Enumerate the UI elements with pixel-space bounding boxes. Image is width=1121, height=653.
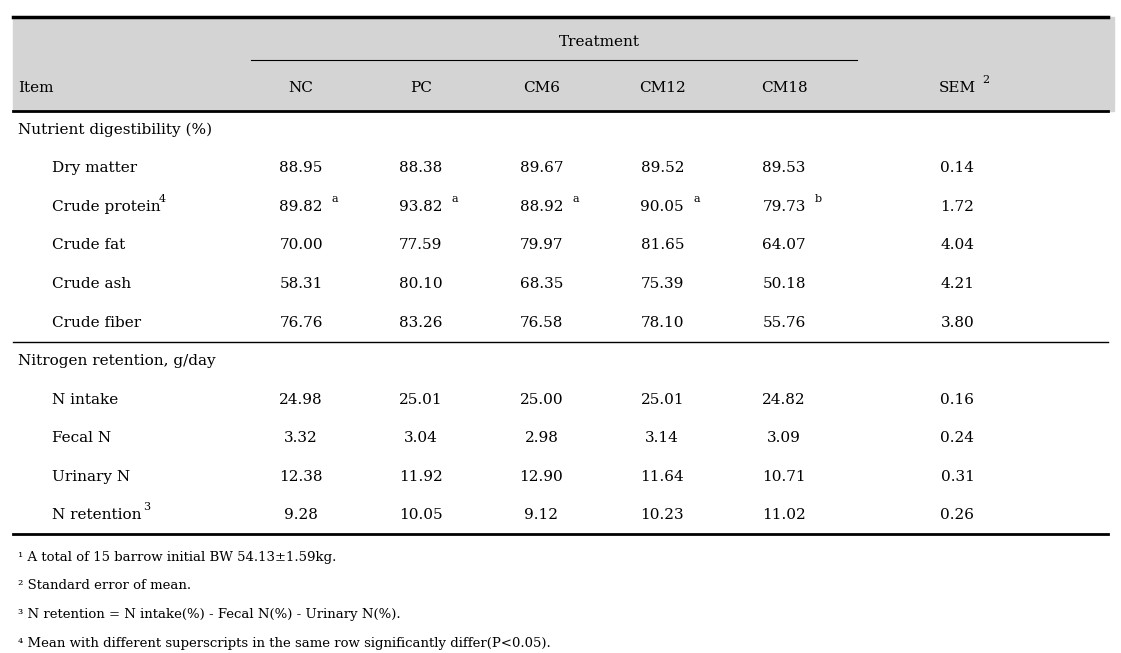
Text: 0.14: 0.14 bbox=[941, 161, 974, 176]
Text: Crude fat: Crude fat bbox=[52, 238, 124, 253]
Text: 4.21: 4.21 bbox=[941, 277, 974, 291]
Text: Crude protein: Crude protein bbox=[52, 200, 160, 214]
Text: 25.00: 25.00 bbox=[520, 392, 564, 407]
Text: 68.35: 68.35 bbox=[520, 277, 563, 291]
Text: 0.31: 0.31 bbox=[941, 470, 974, 484]
Text: b: b bbox=[815, 194, 822, 204]
Text: ² Standard error of mean.: ² Standard error of mean. bbox=[18, 579, 192, 592]
Text: Item: Item bbox=[18, 81, 54, 95]
Text: ³ N retention = N intake(%) - Fecal N(%) - Urinary N(%).: ³ N retention = N intake(%) - Fecal N(%)… bbox=[18, 609, 401, 621]
Text: 12.38: 12.38 bbox=[279, 470, 323, 484]
Text: 12.90: 12.90 bbox=[520, 470, 564, 484]
Text: 50.18: 50.18 bbox=[762, 277, 806, 291]
Text: N intake: N intake bbox=[52, 392, 118, 407]
Text: 78.10: 78.10 bbox=[640, 315, 684, 330]
Text: 58.31: 58.31 bbox=[279, 277, 323, 291]
Text: 3: 3 bbox=[143, 502, 150, 513]
Text: 3.04: 3.04 bbox=[404, 431, 437, 445]
Text: a: a bbox=[452, 194, 458, 204]
Text: a: a bbox=[332, 194, 339, 204]
Text: 9.12: 9.12 bbox=[525, 508, 558, 522]
Text: 25.01: 25.01 bbox=[399, 392, 443, 407]
Text: CM6: CM6 bbox=[524, 81, 560, 95]
Text: 88.38: 88.38 bbox=[399, 161, 443, 176]
Text: 79.97: 79.97 bbox=[520, 238, 563, 253]
Text: 24.82: 24.82 bbox=[762, 392, 806, 407]
Text: 83.26: 83.26 bbox=[399, 315, 443, 330]
Text: 79.73: 79.73 bbox=[762, 200, 806, 214]
Text: NC: NC bbox=[288, 81, 314, 95]
Text: 76.76: 76.76 bbox=[279, 315, 323, 330]
Text: 93.82: 93.82 bbox=[399, 200, 443, 214]
Text: 76.58: 76.58 bbox=[520, 315, 563, 330]
Text: 10.71: 10.71 bbox=[762, 470, 806, 484]
Text: 80.10: 80.10 bbox=[399, 277, 443, 291]
Text: 89.82: 89.82 bbox=[279, 200, 323, 214]
Text: 0.24: 0.24 bbox=[941, 431, 974, 445]
Text: Treatment: Treatment bbox=[559, 35, 640, 48]
Text: Crude ash: Crude ash bbox=[52, 277, 131, 291]
Text: Urinary N: Urinary N bbox=[52, 470, 130, 484]
Text: Dry matter: Dry matter bbox=[52, 161, 137, 176]
Bar bbox=[12, 18, 1114, 110]
Text: 90.05: 90.05 bbox=[640, 200, 684, 214]
Text: 89.67: 89.67 bbox=[520, 161, 563, 176]
Text: 3.32: 3.32 bbox=[285, 431, 318, 445]
Text: a: a bbox=[693, 194, 700, 204]
Text: 0.16: 0.16 bbox=[941, 392, 974, 407]
Text: N retention: N retention bbox=[52, 508, 141, 522]
Text: 11.64: 11.64 bbox=[640, 470, 684, 484]
Text: a: a bbox=[572, 194, 578, 204]
Text: 24.98: 24.98 bbox=[279, 392, 323, 407]
Text: 11.02: 11.02 bbox=[762, 508, 806, 522]
Text: 88.92: 88.92 bbox=[520, 200, 563, 214]
Text: 3.09: 3.09 bbox=[767, 431, 802, 445]
Text: SEM: SEM bbox=[939, 81, 976, 95]
Text: 4.04: 4.04 bbox=[941, 238, 974, 253]
Text: 25.01: 25.01 bbox=[640, 392, 684, 407]
Text: Nitrogen retention, g/day: Nitrogen retention, g/day bbox=[18, 354, 215, 368]
Text: 77.59: 77.59 bbox=[399, 238, 443, 253]
Text: 9.28: 9.28 bbox=[284, 508, 318, 522]
Text: 75.39: 75.39 bbox=[640, 277, 684, 291]
Text: ⁴ Mean with different superscripts in the same row significantly differ(P<0.05).: ⁴ Mean with different superscripts in th… bbox=[18, 637, 550, 650]
Text: 70.00: 70.00 bbox=[279, 238, 323, 253]
Text: 3.80: 3.80 bbox=[941, 315, 974, 330]
Text: 81.65: 81.65 bbox=[640, 238, 684, 253]
Text: 10.05: 10.05 bbox=[399, 508, 443, 522]
Text: CM12: CM12 bbox=[639, 81, 686, 95]
Text: PC: PC bbox=[410, 81, 432, 95]
Text: 3.14: 3.14 bbox=[646, 431, 679, 445]
Text: Crude fiber: Crude fiber bbox=[52, 315, 141, 330]
Text: 89.53: 89.53 bbox=[762, 161, 806, 176]
Text: 2: 2 bbox=[982, 75, 989, 86]
Text: Fecal N: Fecal N bbox=[52, 431, 111, 445]
Text: 4: 4 bbox=[159, 194, 166, 204]
Text: 2.98: 2.98 bbox=[525, 431, 558, 445]
Text: Nutrient digestibility (%): Nutrient digestibility (%) bbox=[18, 123, 212, 137]
Text: 88.95: 88.95 bbox=[279, 161, 323, 176]
Text: ¹ A total of 15 barrow initial BW 54.13±1.59kg.: ¹ A total of 15 barrow initial BW 54.13±… bbox=[18, 550, 336, 564]
Text: 0.26: 0.26 bbox=[941, 508, 974, 522]
Text: 10.23: 10.23 bbox=[640, 508, 684, 522]
Text: 1.72: 1.72 bbox=[941, 200, 974, 214]
Text: 89.52: 89.52 bbox=[640, 161, 684, 176]
Text: CM18: CM18 bbox=[761, 81, 807, 95]
Text: 55.76: 55.76 bbox=[762, 315, 806, 330]
Text: 11.92: 11.92 bbox=[399, 470, 443, 484]
Text: 64.07: 64.07 bbox=[762, 238, 806, 253]
